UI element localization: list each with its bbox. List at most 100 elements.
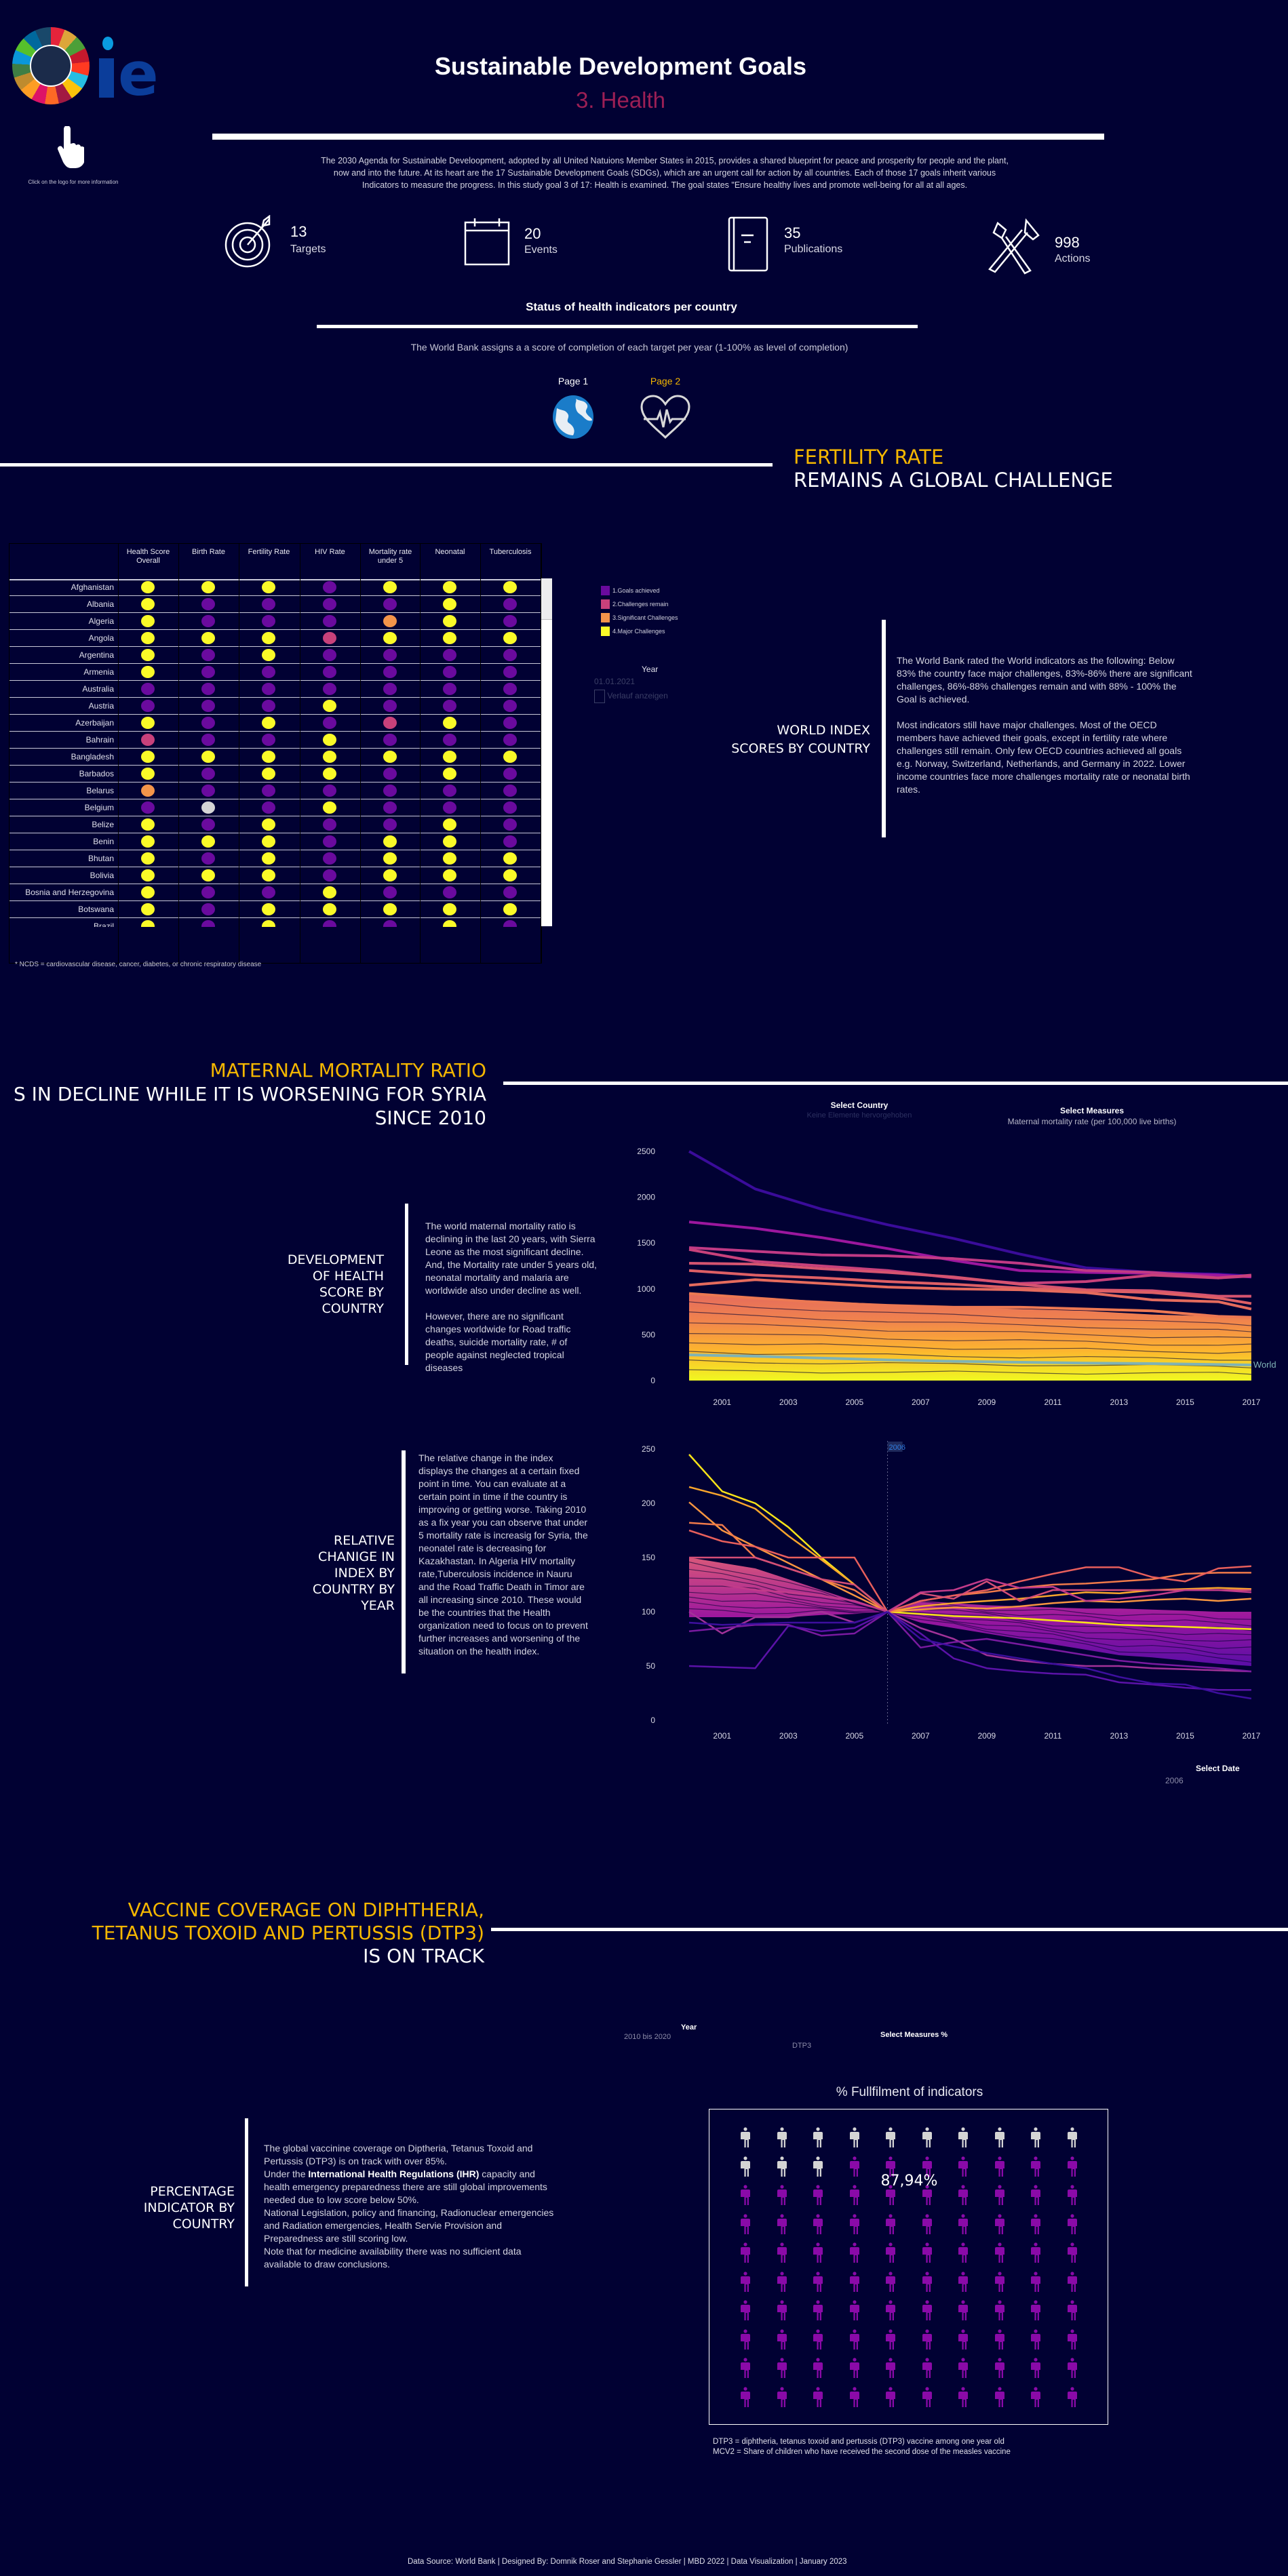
table-row[interactable]: Bangladesh xyxy=(9,749,541,766)
column-header[interactable]: HIV Rate xyxy=(315,548,345,556)
status-dot[interactable] xyxy=(383,886,397,898)
status-dot[interactable] xyxy=(383,801,397,814)
checkbox-box[interactable] xyxy=(594,690,605,703)
status-dot[interactable] xyxy=(443,598,456,610)
status-dot[interactable] xyxy=(503,869,517,881)
status-dot[interactable] xyxy=(383,903,397,915)
status-dot[interactable] xyxy=(141,818,155,831)
status-dot[interactable] xyxy=(201,818,215,831)
status-dot[interactable] xyxy=(262,903,275,915)
status-dot[interactable] xyxy=(201,768,215,780)
status-dot[interactable] xyxy=(323,869,336,881)
table-row[interactable]: Algeria xyxy=(9,613,541,630)
series-line[interactable] xyxy=(688,1269,1252,1305)
status-dot[interactable] xyxy=(503,852,517,865)
status-dot[interactable] xyxy=(503,835,517,848)
status-dot[interactable] xyxy=(443,581,456,593)
status-dot[interactable] xyxy=(323,598,336,610)
status-dot[interactable] xyxy=(503,683,517,695)
status-dot[interactable] xyxy=(141,598,155,610)
page-2-link[interactable]: Page 2 xyxy=(638,376,692,443)
status-dot[interactable] xyxy=(201,649,215,661)
status-dot[interactable] xyxy=(141,615,155,627)
vaccine-measure-filter[interactable]: Select Measures % DTP3 xyxy=(792,2031,948,2050)
maternal-mortality-chart[interactable]: 0 500 1000 1500 2000 2500 2001 2003 2005 2007 2009… xyxy=(638,1139,1288,1417)
status-dot[interactable] xyxy=(262,598,275,610)
status-dot[interactable] xyxy=(262,920,275,927)
table-row[interactable]: Botswana xyxy=(9,901,541,918)
series-line[interactable] xyxy=(688,1278,1252,1311)
status-dot[interactable] xyxy=(383,818,397,831)
status-dot[interactable] xyxy=(383,751,397,763)
table-row[interactable]: Benin xyxy=(9,833,541,850)
status-dot[interactable] xyxy=(383,581,397,593)
status-dot[interactable] xyxy=(201,666,215,678)
status-dot[interactable] xyxy=(201,700,215,712)
sdg-logo[interactable]: e xyxy=(12,27,159,107)
status-dot[interactable] xyxy=(443,852,456,865)
status-dot[interactable] xyxy=(503,734,517,746)
year-value[interactable]: 2010 bis 2020 xyxy=(624,2033,671,2041)
status-dot[interactable] xyxy=(262,801,275,814)
status-dot[interactable] xyxy=(503,598,517,610)
select-date-value[interactable]: 2006 xyxy=(1165,1776,1184,1785)
series-line[interactable] xyxy=(688,1292,1251,1319)
status-dot[interactable] xyxy=(503,751,517,763)
status-dot[interactable] xyxy=(503,615,517,627)
status-dot[interactable] xyxy=(443,835,456,848)
status-dot[interactable] xyxy=(443,818,456,831)
status-dot[interactable] xyxy=(262,751,275,763)
table-row[interactable]: Brazil xyxy=(9,918,541,927)
status-dot[interactable] xyxy=(201,869,215,881)
series-line[interactable] xyxy=(688,1261,1251,1298)
status-dot[interactable] xyxy=(201,598,215,610)
status-dot[interactable] xyxy=(323,920,336,927)
page-1-link[interactable]: Page 1 xyxy=(546,376,600,443)
status-dot[interactable] xyxy=(141,581,155,593)
status-dot[interactable] xyxy=(443,903,456,915)
table-row[interactable]: Barbados xyxy=(9,766,541,782)
status-dot[interactable] xyxy=(503,785,517,797)
table-scrollbar[interactable] xyxy=(541,578,552,926)
status-dot[interactable] xyxy=(141,768,155,780)
series-line[interactable] xyxy=(688,1246,1252,1280)
status-dot[interactable] xyxy=(443,717,456,729)
status-dot[interactable] xyxy=(201,785,215,797)
status-dot[interactable] xyxy=(323,734,336,746)
status-dot[interactable] xyxy=(141,852,155,865)
status-dot[interactable] xyxy=(141,683,155,695)
status-dot[interactable] xyxy=(323,666,336,678)
year-filter-value[interactable]: 01.01.2021 xyxy=(594,677,636,686)
status-dot[interactable] xyxy=(141,717,155,729)
status-dot[interactable] xyxy=(141,869,155,881)
status-dot[interactable] xyxy=(201,751,215,763)
status-dot[interactable] xyxy=(503,920,517,927)
status-dot[interactable] xyxy=(141,886,155,898)
status-dot[interactable] xyxy=(503,717,517,729)
status-dot[interactable] xyxy=(141,920,155,927)
select-country-filter[interactable]: Select Country Keine Elemente hervorgeho… xyxy=(758,1101,961,1119)
series-line[interactable] xyxy=(688,1221,1252,1279)
table-row[interactable]: Bahrain xyxy=(9,732,541,749)
status-dot[interactable] xyxy=(383,666,397,678)
status-dot[interactable] xyxy=(383,835,397,848)
status-dot[interactable] xyxy=(443,683,456,695)
status-dot[interactable] xyxy=(383,717,397,729)
column-header[interactable]: Birth Rate xyxy=(192,548,225,556)
status-dot[interactable] xyxy=(443,615,456,627)
status-dot[interactable] xyxy=(503,649,517,661)
status-dot[interactable] xyxy=(323,717,336,729)
table-scrollbar-thumb[interactable] xyxy=(541,578,552,620)
table-row[interactable]: Argentina xyxy=(9,647,541,664)
status-dot[interactable] xyxy=(443,920,456,927)
status-dot[interactable] xyxy=(323,768,336,780)
status-dot[interactable] xyxy=(262,683,275,695)
status-dot[interactable] xyxy=(443,801,456,814)
status-dot[interactable] xyxy=(383,852,397,865)
status-dot[interactable] xyxy=(383,683,397,695)
series-line[interactable] xyxy=(688,1578,1252,1613)
status-dot[interactable] xyxy=(201,683,215,695)
status-dot[interactable] xyxy=(262,649,275,661)
status-dot[interactable] xyxy=(503,886,517,898)
status-dot[interactable] xyxy=(262,734,275,746)
